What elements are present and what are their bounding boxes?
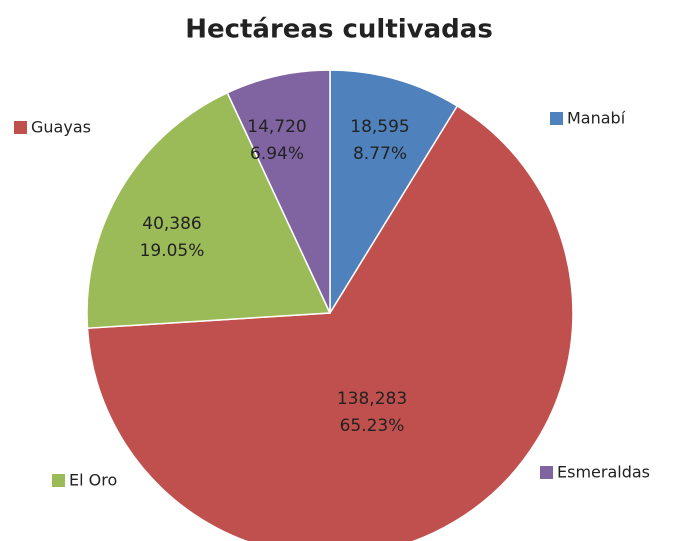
data-label: 18,595: [350, 117, 409, 137]
legend-label: Esmeraldas: [557, 463, 650, 482]
percent-label: 8.77%: [353, 144, 407, 164]
data-label: 138,283: [337, 389, 407, 409]
data-label: 40,386: [142, 214, 201, 234]
data-label: 14,720: [247, 117, 306, 137]
legend-swatch: [550, 112, 563, 125]
pie-slice: [329, 69, 459, 316]
percent-label: 19.05%: [140, 241, 205, 261]
pie-slice: [86, 104, 574, 541]
legend-swatch: [14, 121, 27, 134]
legend-label: El Oro: [69, 471, 117, 490]
pie-slice: [226, 69, 331, 314]
pie-slice: [86, 91, 332, 329]
chart-title: Hectáreas cultivadas: [185, 15, 493, 45]
legend-label: Manabí: [567, 109, 626, 128]
legend-label: Guayas: [31, 118, 91, 137]
percent-label: 6.94%: [250, 144, 304, 164]
percent-label: 65.23%: [340, 416, 405, 436]
legend-swatch: [540, 466, 553, 479]
legend-swatch: [52, 474, 65, 487]
